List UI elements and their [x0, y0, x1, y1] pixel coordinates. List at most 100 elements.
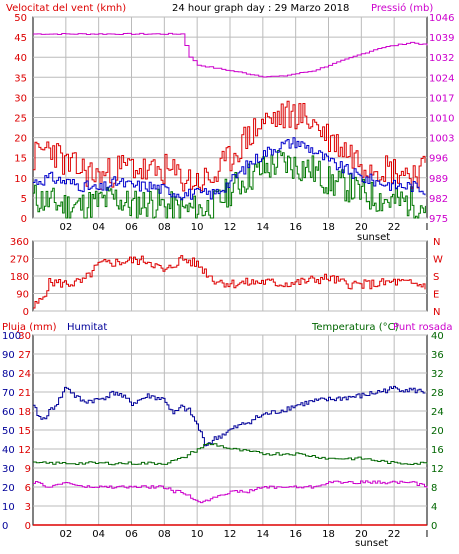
rain-y-tick: 0 [25, 521, 31, 532]
temperature-y-tick: 20 [431, 426, 444, 437]
direction-y-tick: 360 [10, 237, 29, 248]
humidity-line [33, 385, 426, 447]
pressure-title: Pressió (mb) [371, 2, 433, 14]
temperature-y-tick: 8 [431, 483, 437, 494]
compass-tick: W [433, 255, 443, 266]
x-tick-bottom: 02 [59, 529, 72, 540]
x-tick-bottom: I [426, 529, 429, 540]
temperature-y-tick: 0 [431, 521, 437, 532]
humidity-y-tick: 90 [2, 350, 15, 361]
wind-y-tick: 35 [14, 73, 27, 84]
wind-y-tick: 5 [21, 194, 27, 205]
wind-y-tick: 45 [14, 33, 27, 44]
x-tick-top: 16 [289, 222, 302, 233]
pressure-y-tick: 1032 [429, 53, 454, 64]
wind-y-tick: 15 [14, 154, 27, 165]
rain-y-tick: 9 [25, 464, 31, 475]
rain-y-tick: 18 [18, 407, 31, 418]
temperature-y-tick: 24 [431, 407, 444, 418]
sunset-label-top: sunset [357, 232, 390, 243]
rain-y-tick: 24 [18, 369, 31, 380]
direction-y-tick: 180 [10, 272, 29, 283]
x-tick-top: 08 [158, 222, 171, 233]
temperature-line [33, 443, 428, 466]
humidity-y-tick: 60 [2, 407, 15, 418]
compass-tick: S [433, 272, 439, 283]
x-tick-bottom: 08 [158, 529, 171, 540]
pressure-y-tick: 1010 [429, 114, 454, 125]
humidity-legend: Humitat [67, 322, 107, 333]
humidity-y-tick: 0 [2, 521, 8, 532]
pressure-y-tick: 982 [429, 194, 448, 205]
temperature-y-tick: 16 [431, 445, 444, 456]
temperature-y-tick: 12 [431, 464, 444, 475]
wind-y-tick: 30 [14, 93, 27, 104]
pressure-y-tick: 1039 [429, 33, 454, 44]
direction-y-tick: 0 [23, 307, 29, 318]
rain-legend: Pluja (mm) [2, 322, 57, 333]
pressure-y-tick: 975 [429, 214, 448, 225]
temperature-y-tick: 4 [431, 502, 437, 513]
rain-y-tick: 21 [18, 388, 31, 399]
humidity-y-tick: 100 [2, 331, 21, 342]
x-tick-top: 20 [355, 222, 368, 233]
wind-gust-line [33, 100, 426, 192]
x-tick-top: 18 [322, 222, 335, 233]
wind-y-tick: 50 [14, 13, 27, 24]
temperature-legend: Temperatura (°C) [311, 322, 399, 333]
rain-y-tick: 15 [18, 426, 31, 437]
compass-tick: E [433, 290, 439, 301]
direction-y-tick: 90 [16, 290, 29, 301]
pressure-y-tick: 1024 [429, 73, 454, 84]
humidity-y-tick: 40 [2, 445, 15, 456]
x-tick-top: I [426, 222, 429, 233]
pressure-y-tick: 996 [429, 154, 448, 165]
direction-y-tick: 270 [10, 255, 29, 266]
pressure-y-tick: 1003 [429, 134, 454, 145]
wind-y-tick: 25 [14, 114, 27, 125]
dewpoint-line [33, 480, 428, 504]
x-tick-bottom: 20 [355, 529, 368, 540]
x-tick-bottom: 12 [224, 529, 237, 540]
x-tick-top: 14 [256, 222, 269, 233]
rain-y-tick: 30 [18, 331, 31, 342]
temperature-y-tick: 32 [431, 369, 444, 380]
x-tick-top: 12 [224, 222, 237, 233]
wind-y-tick: 40 [14, 53, 27, 64]
x-tick-bottom: 10 [191, 529, 204, 540]
dewpoint-legend: Punt rosada [393, 322, 452, 333]
wind-y-tick: 10 [14, 174, 27, 185]
humidity-y-tick: 70 [2, 388, 15, 399]
temperature-y-tick: 36 [431, 350, 444, 361]
rain-y-tick: 3 [25, 502, 31, 513]
x-tick-bottom: 16 [289, 529, 302, 540]
temperature-y-tick: 28 [431, 388, 444, 399]
x-tick-top: 10 [191, 222, 204, 233]
humidity-y-tick: 80 [2, 369, 15, 380]
sunset-label-bottom: sunset [355, 538, 388, 549]
rain-y-tick: 6 [25, 483, 31, 494]
humidity-y-tick: 50 [2, 426, 15, 437]
x-tick-bottom: 14 [256, 529, 269, 540]
humidity-y-tick: 30 [2, 464, 15, 475]
wind-y-tick: 20 [14, 134, 27, 145]
x-tick-bottom: 06 [125, 529, 138, 540]
x-tick-top: 02 [59, 222, 72, 233]
pressure-y-tick: 989 [429, 174, 448, 185]
wind-low-line [33, 150, 426, 219]
x-tick-bottom: 04 [92, 529, 105, 540]
graph-title: 24 hour graph day : 29 Marzo 2018 [172, 3, 349, 14]
x-tick-top: 06 [125, 222, 138, 233]
wind-y-tick: 0 [21, 214, 27, 225]
pressure-y-tick: 1017 [429, 93, 454, 104]
pressure-line [33, 32, 428, 78]
rain-y-tick: 12 [18, 445, 31, 456]
x-tick-top: 04 [92, 222, 105, 233]
compass-tick: N [433, 237, 440, 248]
rain-y-tick: 27 [18, 350, 31, 361]
x-tick-bottom: 22 [388, 529, 401, 540]
pressure-y-tick: 1046 [429, 13, 454, 24]
temperature-y-tick: 40 [431, 331, 444, 342]
direction-line [33, 255, 426, 309]
